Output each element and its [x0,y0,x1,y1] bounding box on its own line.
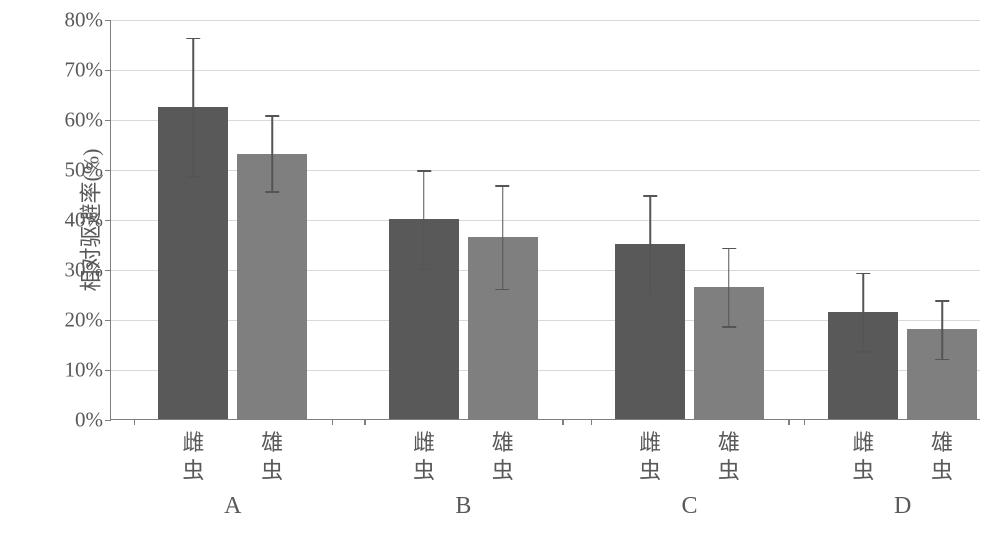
x-tick-mark [591,419,593,425]
errorbar [502,185,504,290]
x-sublabel: 雄 虫 [929,429,955,484]
y-tick-label: 70% [65,58,112,83]
x-sublabel: 雌 虫 [637,429,663,484]
gridline [111,120,980,121]
x-tick-mark [134,419,136,425]
bar-chart: 相对驱避率(%) 0%10%20%30%40%50%60%70%80%雌 虫雄 … [0,0,1000,546]
y-tick-label: 80% [65,8,112,33]
y-tick-label: 0% [75,408,111,433]
x-sublabel: 雄 虫 [259,429,285,484]
x-sublabel: 雄 虫 [716,429,742,484]
errorbar [728,248,730,328]
errorbar [193,38,195,178]
x-sublabel: 雌 虫 [850,429,876,484]
y-tick-label: 40% [65,208,112,233]
y-tick-label: 10% [65,358,112,383]
bar-A-雄虫 [237,154,307,419]
x-sublabel: 雌 虫 [180,429,206,484]
errorbar [423,170,425,270]
x-tick-mark [332,419,334,425]
x-tick-mark [364,419,366,425]
y-tick-label: 20% [65,308,112,333]
y-tick-label: 60% [65,108,112,133]
errorbar [941,300,943,360]
gridline [111,70,980,71]
errorbar [649,195,651,295]
plot-area: 0%10%20%30%40%50%60%70%80%雌 虫雄 虫A雌 虫雄 虫B… [110,20,980,420]
x-group-label: C [682,493,698,520]
y-tick-label: 30% [65,258,112,283]
x-sublabel: 雄 虫 [490,429,516,484]
x-tick-mark [804,419,806,425]
x-tick-mark [562,419,564,425]
x-group-label: B [455,493,471,520]
x-sublabel: 雌 虫 [411,429,437,484]
y-tick-label: 50% [65,158,112,183]
errorbar [271,115,273,193]
gridline [111,20,980,21]
x-group-label: D [894,493,911,520]
x-group-label: A [224,493,241,520]
x-tick-mark [788,419,790,425]
errorbar [863,273,865,353]
